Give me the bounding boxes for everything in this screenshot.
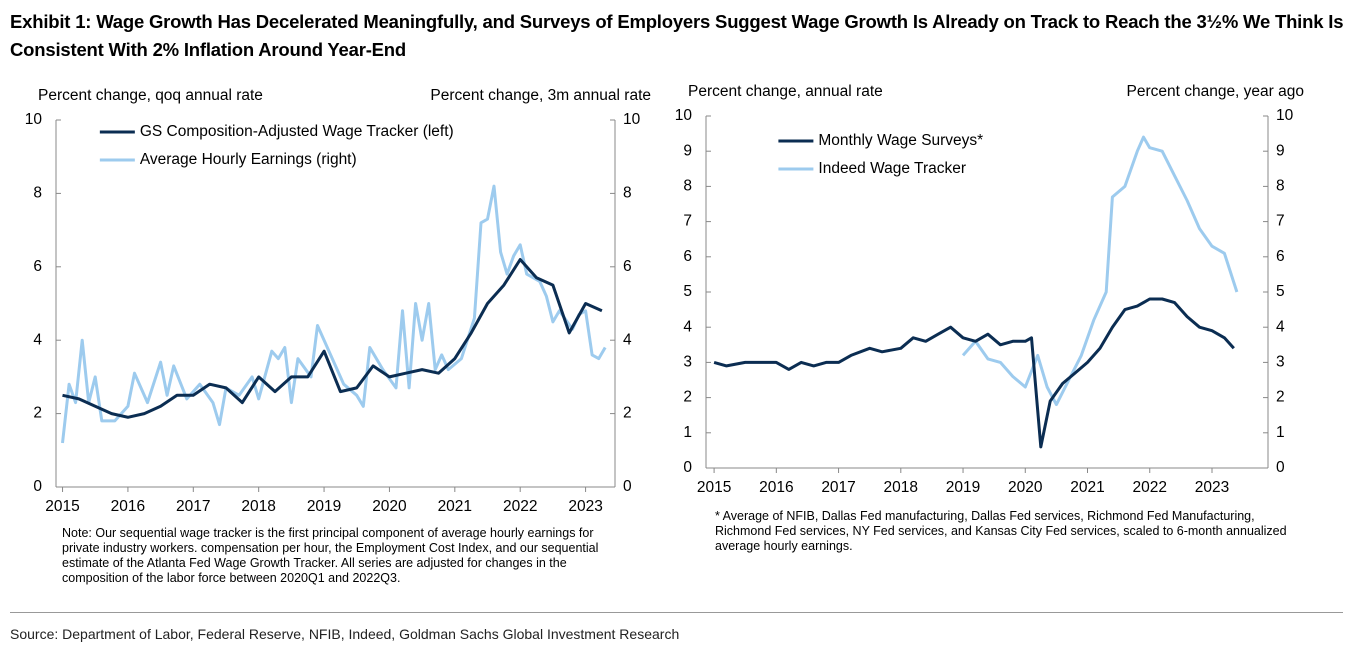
x-tick-label: 2018 xyxy=(241,498,275,515)
y2-tick-label: 4 xyxy=(623,331,632,348)
x-tick-label: 2015 xyxy=(697,479,731,496)
x-tick-label: 2020 xyxy=(372,498,407,515)
y2-tick-label: 2 xyxy=(623,405,632,422)
y2-tick-label: 0 xyxy=(623,478,632,495)
y-tick-label: 9 xyxy=(683,142,692,159)
y2-tick-label: 4 xyxy=(1276,318,1285,335)
legend-label: GS Composition-Adjusted Wage Tracker (le… xyxy=(140,123,454,140)
x-tick-label: 2022 xyxy=(1133,479,1167,496)
exhibit-title: Exhibit 1: Wage Growth Has Decelerated M… xyxy=(10,11,1344,60)
y-tick-label: 2 xyxy=(33,405,42,422)
x-tick-label: 2023 xyxy=(1195,479,1229,496)
series-line xyxy=(62,258,603,419)
source: Source: Department of Labor, Federal Res… xyxy=(10,626,680,642)
x-tick-label: 2017 xyxy=(176,498,210,515)
y2-tick-label: 5 xyxy=(1276,283,1285,300)
y-tick-label: 4 xyxy=(33,331,42,348)
y-tick-label: 3 xyxy=(683,353,692,370)
y2-tick-label: 6 xyxy=(623,258,632,275)
y-tick-label: 0 xyxy=(683,459,692,476)
y2-tick-label: 10 xyxy=(623,111,641,128)
y2-tick-label: 0 xyxy=(1276,459,1285,476)
series-line xyxy=(713,297,1235,449)
y2-tick-label: 8 xyxy=(1276,177,1285,194)
y-tick-label: 6 xyxy=(33,258,42,275)
y-tick-label: 5 xyxy=(683,283,692,300)
y2-axis-label: Percent change, year ago xyxy=(1126,83,1304,100)
x-tick-label: 2018 xyxy=(884,479,918,496)
y2-tick-label: 3 xyxy=(1276,353,1285,370)
x-tick-label: 2016 xyxy=(759,479,793,496)
y-axis-label: Percent change, qoq annual rate xyxy=(38,87,263,104)
y2-tick-label: 7 xyxy=(1276,213,1285,230)
y-tick-label: 6 xyxy=(683,248,692,265)
legend-label: Monthly Wage Surveys* xyxy=(818,132,983,149)
series-line xyxy=(61,184,607,444)
y2-tick-label: 6 xyxy=(1276,248,1285,265)
chart-note: * Average of NFIB, Dallas Fed manufactur… xyxy=(715,509,1287,553)
y-tick-label: 7 xyxy=(683,213,692,230)
y-axis-label: Percent change, annual rate xyxy=(688,83,883,100)
x-tick-label: 2021 xyxy=(1070,479,1104,496)
legend-label: Indeed Wage Tracker xyxy=(818,160,966,177)
chart-note: Note: Our sequential wage tracker is the… xyxy=(62,526,599,585)
legend-label: Average Hourly Earnings (right) xyxy=(140,151,357,168)
y2-tick-label: 10 xyxy=(1276,107,1294,124)
y-tick-label: 8 xyxy=(33,184,42,201)
x-tick-label: 2021 xyxy=(438,498,472,515)
x-tick-label: 2019 xyxy=(307,498,341,515)
y2-tick-label: 9 xyxy=(1276,142,1285,159)
x-tick-label: 2015 xyxy=(45,498,79,515)
y-tick-label: 10 xyxy=(25,111,43,128)
y2-tick-label: 2 xyxy=(1276,389,1285,406)
x-tick-label: 2023 xyxy=(568,498,602,515)
y-tick-label: 4 xyxy=(683,318,692,335)
x-tick-label: 2020 xyxy=(1008,479,1043,496)
y-tick-label: 8 xyxy=(683,177,692,194)
x-tick-label: 2022 xyxy=(503,498,537,515)
series-line xyxy=(961,135,1239,407)
x-tick-label: 2017 xyxy=(821,479,855,496)
y2-tick-label: 8 xyxy=(623,184,632,201)
y-tick-label: 1 xyxy=(683,424,692,441)
y2-tick-label: 1 xyxy=(1276,424,1285,441)
y-tick-label: 0 xyxy=(33,478,42,495)
y-tick-label: 2 xyxy=(683,389,692,406)
divider xyxy=(10,612,1343,613)
y2-axis-label: Percent change, 3m annual rate xyxy=(430,87,651,104)
x-tick-label: 2016 xyxy=(111,498,145,515)
y-tick-label: 10 xyxy=(675,107,693,124)
x-tick-label: 2019 xyxy=(946,479,980,496)
